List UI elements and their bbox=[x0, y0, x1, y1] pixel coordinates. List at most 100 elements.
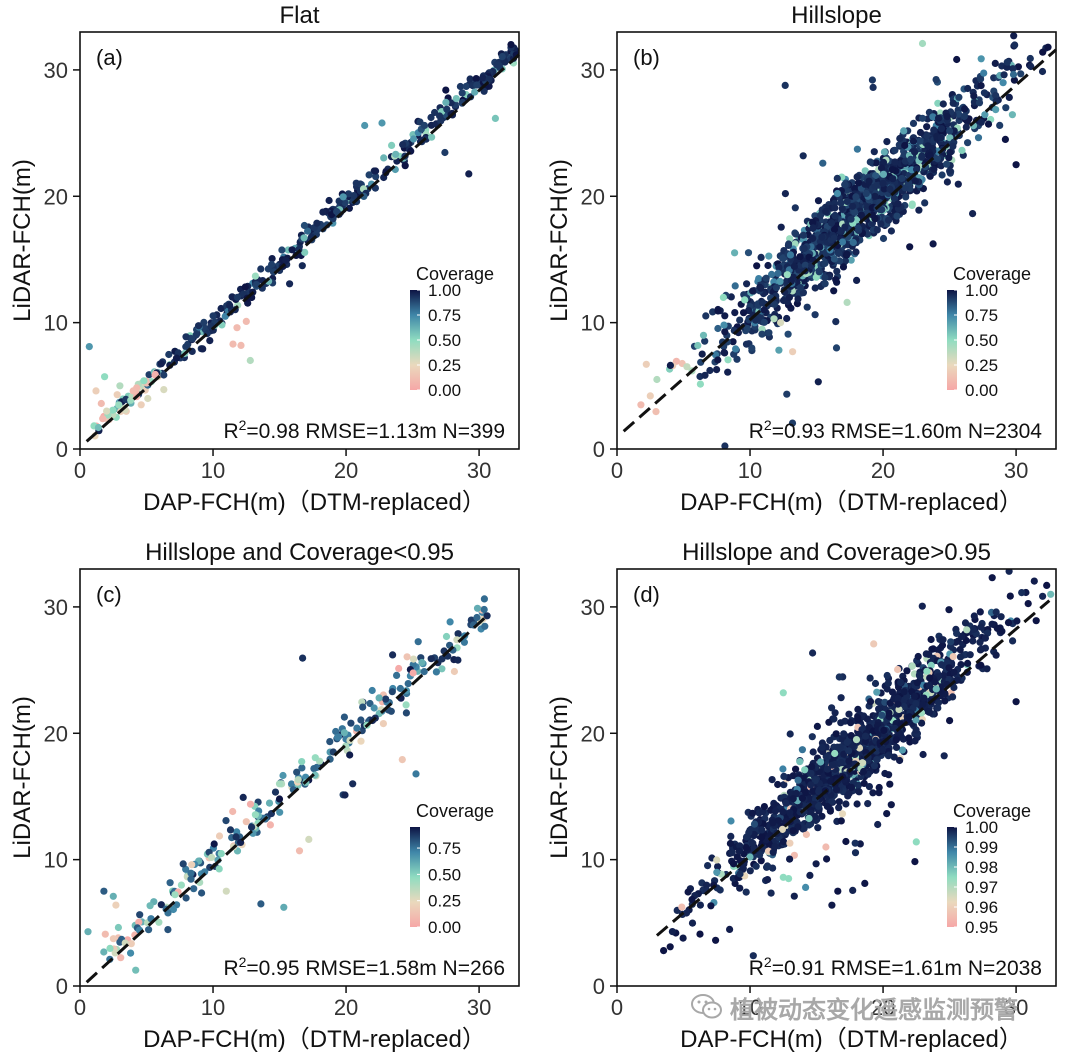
data-point bbox=[694, 341, 702, 350]
data-point bbox=[955, 93, 963, 101]
data-point bbox=[892, 743, 901, 752]
data-point bbox=[116, 382, 124, 390]
data-point bbox=[818, 233, 826, 241]
data-point bbox=[395, 664, 403, 673]
colorbar-title: Coverage bbox=[416, 264, 494, 284]
data-point bbox=[210, 840, 218, 848]
x-axis-label: DAP-FCH(m)（DTM-replaced） bbox=[143, 489, 486, 516]
data-point bbox=[853, 145, 862, 153]
data-point bbox=[242, 818, 250, 826]
data-point bbox=[898, 746, 907, 754]
data-point bbox=[268, 255, 276, 263]
watermark-text: 植被动态变化遥感监测预警 bbox=[730, 995, 1018, 1024]
scatter-points bbox=[637, 32, 1052, 449]
data-point bbox=[853, 800, 861, 808]
data-point bbox=[1032, 617, 1040, 625]
data-point bbox=[943, 113, 951, 121]
data-point bbox=[409, 655, 418, 663]
data-point bbox=[1006, 592, 1014, 600]
data-point bbox=[646, 392, 654, 400]
data-point bbox=[778, 825, 787, 834]
data-point bbox=[945, 154, 953, 162]
data-point bbox=[136, 911, 144, 919]
data-point bbox=[357, 737, 365, 745]
data-point bbox=[454, 630, 462, 638]
data-point bbox=[760, 318, 768, 326]
data-point bbox=[993, 624, 1001, 632]
data-point bbox=[860, 767, 868, 776]
data-point bbox=[808, 733, 816, 741]
data-point bbox=[100, 948, 108, 956]
data-point bbox=[736, 884, 744, 892]
data-point bbox=[958, 146, 966, 154]
data-point bbox=[894, 665, 902, 674]
data-point bbox=[304, 227, 312, 235]
data-point bbox=[728, 849, 736, 857]
panel-label: (a) bbox=[96, 45, 123, 70]
stats-n: N=399 bbox=[443, 420, 505, 443]
data-point bbox=[301, 248, 309, 256]
data-point bbox=[888, 166, 897, 174]
data-point bbox=[372, 173, 380, 181]
data-point bbox=[929, 240, 937, 248]
data-point bbox=[714, 324, 722, 333]
data-point bbox=[837, 719, 845, 727]
data-point bbox=[399, 141, 407, 149]
data-point bbox=[346, 751, 354, 759]
y-tick-label: 20 bbox=[581, 184, 605, 209]
data-point bbox=[721, 442, 729, 449]
data-point bbox=[828, 901, 836, 909]
data-point bbox=[809, 748, 817, 756]
data-point bbox=[720, 348, 728, 357]
data-point bbox=[949, 142, 957, 150]
x-tick-label: 0 bbox=[74, 458, 86, 483]
data-point bbox=[992, 106, 1000, 114]
data-point bbox=[707, 902, 715, 910]
data-point bbox=[775, 346, 783, 354]
data-point bbox=[268, 260, 276, 269]
x-tick-label: 30 bbox=[1004, 458, 1028, 483]
data-point bbox=[688, 895, 696, 904]
data-point bbox=[870, 640, 878, 648]
panel-c: Hillslope and Coverage<0.95 0 10 20 30 0 10 20 3… bbox=[9, 539, 520, 1053]
data-point bbox=[712, 936, 720, 944]
data-point bbox=[763, 876, 772, 884]
data-point bbox=[814, 197, 823, 205]
data-point bbox=[94, 423, 102, 432]
colorbar-tick-label: 0.75 bbox=[428, 839, 461, 858]
data-point bbox=[895, 705, 903, 714]
colorbar-tick-label: 1.00 bbox=[965, 818, 998, 837]
data-point bbox=[980, 69, 988, 77]
data-point bbox=[790, 892, 798, 900]
data-point bbox=[937, 134, 945, 142]
data-point bbox=[409, 135, 418, 143]
data-point bbox=[818, 743, 826, 752]
data-point bbox=[845, 789, 853, 798]
data-point bbox=[157, 901, 165, 909]
data-point bbox=[913, 679, 921, 687]
panel-title: Hillslope and Coverage>0.95 bbox=[682, 539, 991, 566]
data-point bbox=[774, 269, 782, 277]
data-point bbox=[101, 930, 109, 938]
colorbar-tick-label: 0.50 bbox=[428, 865, 461, 884]
data-point bbox=[886, 780, 894, 788]
stats-text: R2=0.98 RMSE=1.13m N=399 bbox=[223, 417, 505, 443]
data-point bbox=[402, 709, 410, 717]
data-point bbox=[713, 856, 721, 864]
y-tick-label: 30 bbox=[44, 58, 68, 83]
data-point bbox=[801, 788, 809, 796]
data-point bbox=[257, 265, 265, 273]
data-point bbox=[831, 709, 839, 717]
data-point bbox=[923, 667, 931, 675]
data-point bbox=[699, 331, 708, 339]
data-point bbox=[786, 730, 794, 738]
colorbar-tick-label: 0.00 bbox=[428, 381, 461, 400]
data-point bbox=[919, 700, 927, 709]
data-point bbox=[866, 698, 875, 706]
data-point bbox=[436, 112, 444, 120]
data-point bbox=[911, 177, 920, 185]
data-point bbox=[473, 604, 482, 612]
data-point bbox=[780, 838, 788, 846]
x-axis-label: DAP-FCH(m)（DTM-replaced） bbox=[143, 1026, 486, 1053]
stats-r2-prefix: R bbox=[749, 957, 764, 980]
